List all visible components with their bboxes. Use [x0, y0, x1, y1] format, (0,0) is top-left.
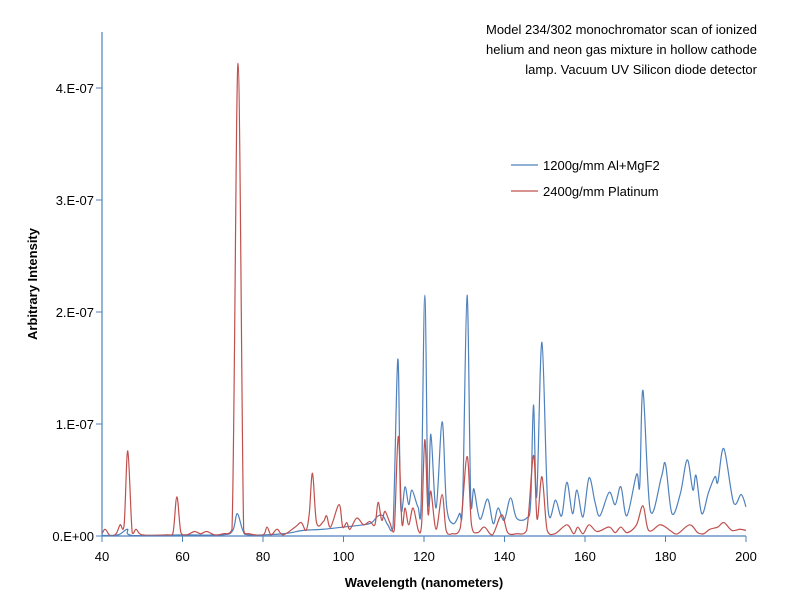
legend-label-2400: 2400g/mm Platinum	[543, 184, 659, 199]
x-axis-label: Wavelength (nanometers)	[345, 575, 503, 590]
x-tick-label: 120	[413, 549, 435, 564]
x-tick-label: 160	[574, 549, 596, 564]
y-tick-label: 3.E-07	[56, 193, 94, 208]
annotation-line-3: lamp. Vacuum UV Silicon diode detector	[525, 62, 757, 77]
annotation-line-1: Model 234/302 monochromator scan of ioni…	[486, 22, 757, 37]
y-tick-label: 1.E-07	[56, 417, 94, 432]
x-tick-label: 100	[333, 549, 355, 564]
series-line-1200	[101, 294, 747, 537]
y-tick-label: 0.E+00	[52, 529, 94, 544]
y-axis-label: Arbitrary Intensity	[25, 227, 40, 340]
x-tick-label: 200	[735, 549, 757, 564]
x-tick-label: 80	[256, 549, 270, 564]
legend: 1200g/mm Al+MgF2 2400g/mm Platinum	[511, 158, 660, 199]
x-tick-label: 60	[175, 549, 189, 564]
annotation: Model 234/302 monochromator scan of ioni…	[486, 22, 758, 77]
y-tick-label: 4.E-07	[56, 81, 94, 96]
axes: 40 60 80 100 120 140 160 180 200 0.E+00 1.E-07 2.E-…	[52, 32, 757, 564]
x-tick-label: 180	[655, 549, 677, 564]
x-tick-label: 140	[494, 549, 516, 564]
annotation-line-2: helium and neon gas mixture in hollow ca…	[486, 42, 757, 57]
legend-label-1200: 1200g/mm Al+MgF2	[543, 158, 660, 173]
series-line-2400	[101, 62, 747, 537]
series-layer	[101, 62, 747, 537]
x-tick-label: 40	[95, 549, 109, 564]
y-tick-label: 2.E-07	[56, 305, 94, 320]
